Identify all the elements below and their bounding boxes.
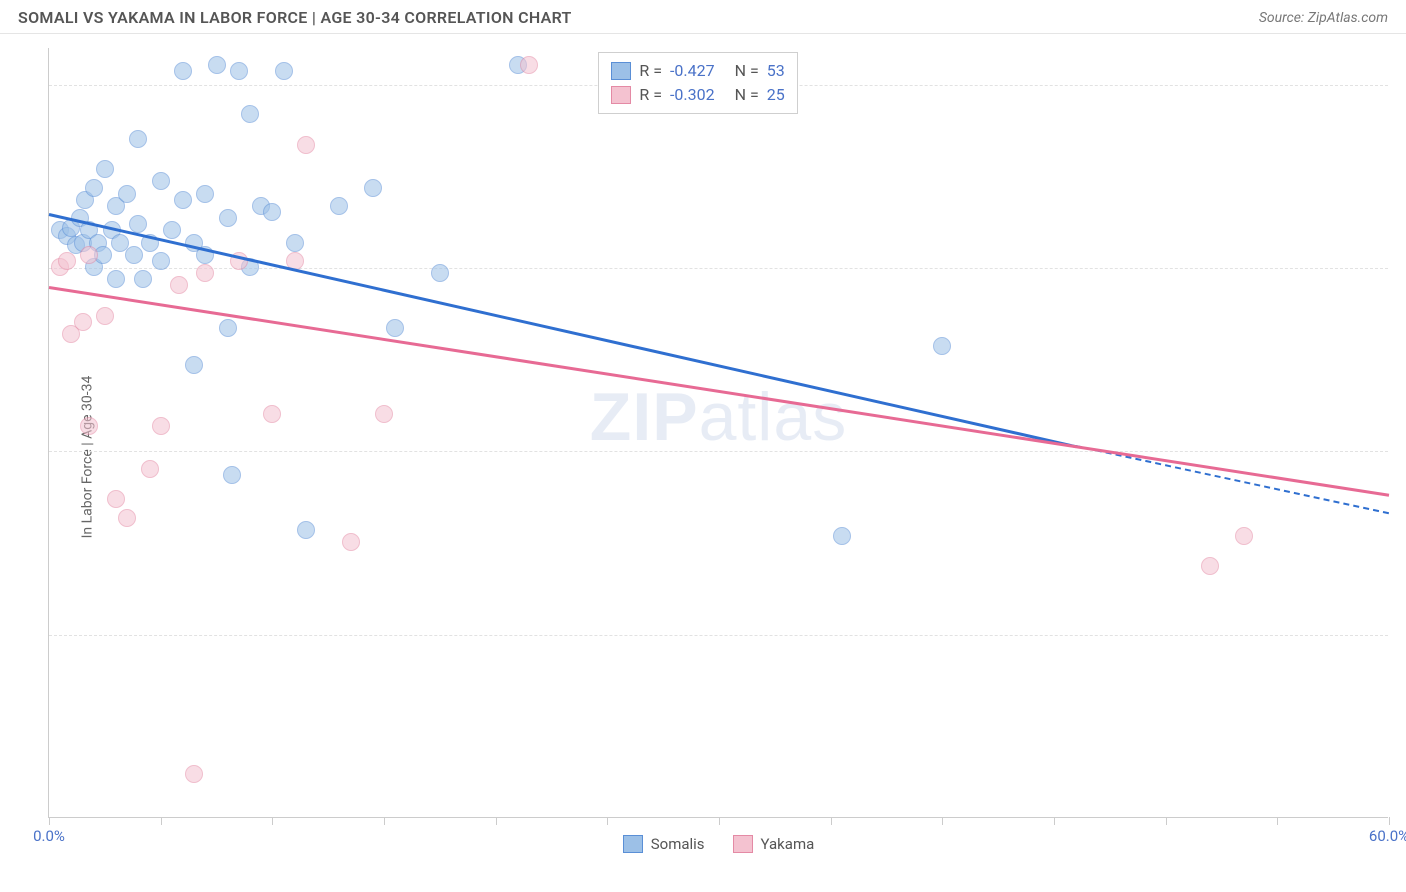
x-tick <box>384 817 385 825</box>
x-tick <box>272 817 273 825</box>
scatter-point <box>96 160 114 178</box>
scatter-point <box>241 105 259 123</box>
r-label: R = <box>639 83 662 107</box>
y-tick-label: 85.0% <box>1396 259 1406 277</box>
scatter-point <box>275 62 293 80</box>
x-tick <box>49 817 50 825</box>
chart-area: In Labor Force | Age 30-34 ZIPatlas 55.0… <box>0 34 1406 880</box>
scatter-point <box>174 62 192 80</box>
trend-line <box>49 286 1389 497</box>
scatter-point <box>134 270 152 288</box>
y-tick-label: 55.0% <box>1396 626 1406 644</box>
scatter-point <box>174 191 192 209</box>
scatter-point <box>185 765 203 783</box>
x-tick <box>607 817 608 825</box>
scatter-point <box>125 246 143 264</box>
scatter-point <box>223 466 241 484</box>
legend-swatch <box>623 835 643 853</box>
series-legend: Somalis Yakama <box>49 835 1388 853</box>
scatter-point <box>263 405 281 423</box>
scatter-point <box>80 417 98 435</box>
correlation-row: R = -0.427 N = 53 <box>611 59 784 83</box>
x-tick <box>719 817 720 825</box>
scatter-point <box>386 319 404 337</box>
scatter-point <box>163 221 181 239</box>
r-label: R = <box>639 59 662 83</box>
scatter-point <box>833 527 851 545</box>
scatter-point <box>152 172 170 190</box>
scatter-point <box>196 264 214 282</box>
scatter-point <box>129 130 147 148</box>
r-value: -0.302 <box>670 83 715 107</box>
n-label: N = <box>735 59 759 83</box>
n-value: 53 <box>767 59 785 83</box>
x-tick <box>496 817 497 825</box>
legend-label: Yakama <box>761 835 815 853</box>
scatter-point <box>107 490 125 508</box>
scatter-point <box>196 185 214 203</box>
scatter-point <box>129 215 147 233</box>
scatter-point <box>263 203 281 221</box>
x-tick <box>1389 817 1390 825</box>
correlation-row: R = -0.302 N = 25 <box>611 83 784 107</box>
n-value: 25 <box>767 83 785 107</box>
scatter-point <box>141 460 159 478</box>
r-value: -0.427 <box>670 59 715 83</box>
scatter-point <box>118 185 136 203</box>
n-label: N = <box>735 83 759 107</box>
scatter-point <box>1235 527 1253 545</box>
scatter-point <box>58 252 76 270</box>
scatter-point <box>208 56 226 74</box>
scatter-point <box>431 264 449 282</box>
y-tick-label: 70.0% <box>1396 442 1406 460</box>
trend-line <box>49 213 1077 448</box>
scatter-point <box>85 179 103 197</box>
scatter-point <box>107 270 125 288</box>
correlation-legend: R = -0.427 N = 53 R = -0.302 N = 25 <box>598 52 797 114</box>
chart-source: Source: ZipAtlas.com <box>1259 10 1388 26</box>
scatter-point <box>297 136 315 154</box>
x-tick <box>1054 817 1055 825</box>
chart-title: SOMALI VS YAKAMA IN LABOR FORCE | AGE 30… <box>18 8 572 27</box>
scatter-point <box>80 246 98 264</box>
scatter-point <box>118 509 136 527</box>
legend-label: Somalis <box>651 835 705 853</box>
gridline-h <box>49 451 1388 452</box>
gridline-h <box>49 635 1388 636</box>
legend-item: Somalis <box>623 835 705 853</box>
x-tick <box>161 817 162 825</box>
scatter-point <box>1201 557 1219 575</box>
scatter-point <box>286 234 304 252</box>
legend-swatch <box>611 86 631 104</box>
x-tick <box>1277 817 1278 825</box>
chart-header: SOMALI VS YAKAMA IN LABOR FORCE | AGE 30… <box>0 0 1406 34</box>
plot-region: ZIPatlas 55.0%70.0%85.0%100.0%0.0%60.0%R… <box>48 48 1388 818</box>
x-tick <box>831 817 832 825</box>
scatter-point <box>230 62 248 80</box>
scatter-point <box>219 209 237 227</box>
scatter-point <box>152 417 170 435</box>
scatter-point <box>375 405 393 423</box>
scatter-point <box>170 276 188 294</box>
scatter-point <box>342 533 360 551</box>
scatter-point <box>74 313 92 331</box>
scatter-point <box>297 521 315 539</box>
legend-item: Yakama <box>733 835 815 853</box>
y-tick-label: 100.0% <box>1396 76 1406 94</box>
legend-swatch <box>733 835 753 853</box>
x-tick <box>942 817 943 825</box>
scatter-point <box>185 356 203 374</box>
scatter-point <box>152 252 170 270</box>
scatter-point <box>330 197 348 215</box>
scatter-point <box>96 307 114 325</box>
scatter-point <box>520 56 538 74</box>
scatter-point <box>219 319 237 337</box>
legend-swatch <box>611 62 631 80</box>
scatter-point <box>364 179 382 197</box>
scatter-point <box>933 337 951 355</box>
x-tick <box>1166 817 1167 825</box>
